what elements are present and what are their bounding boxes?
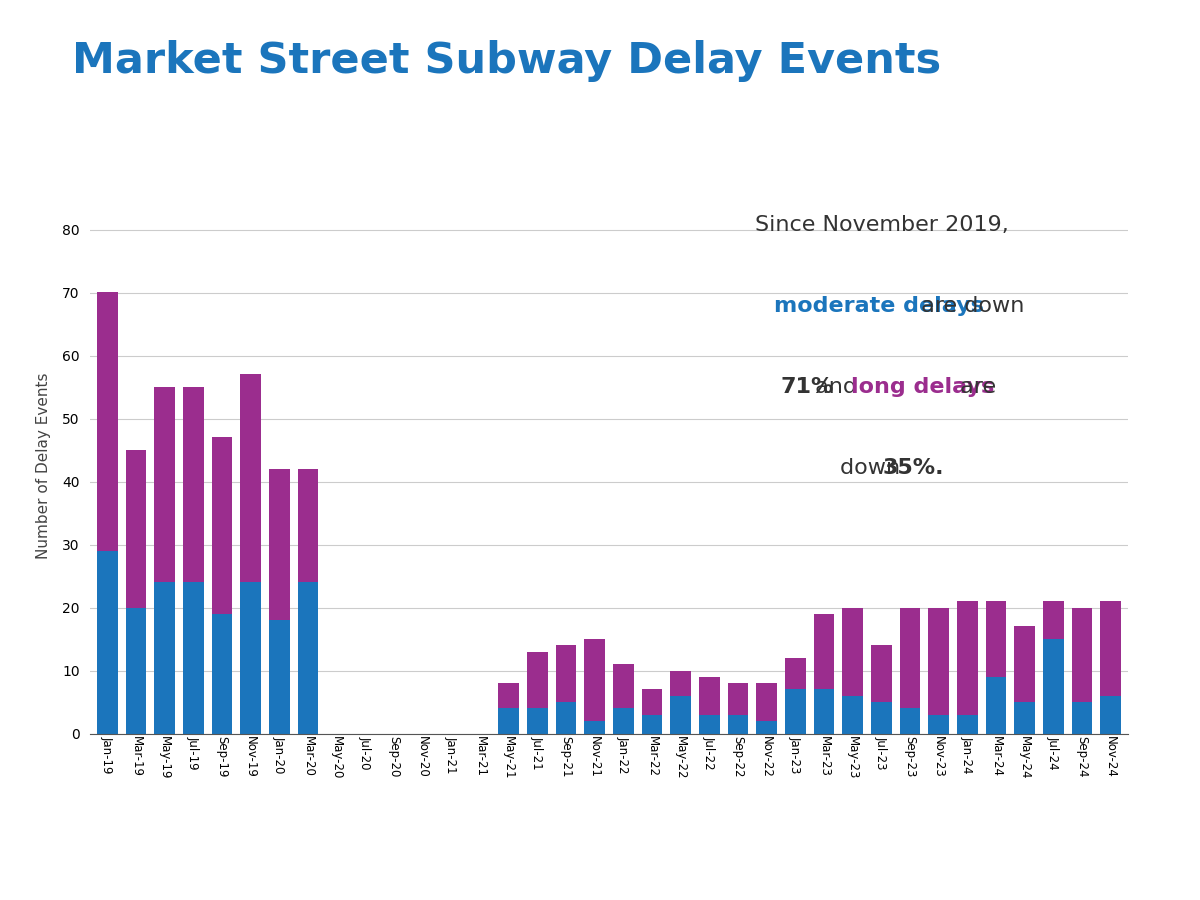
Bar (240, 582, 260, 734)
Bar (1014, 702, 1036, 733)
Bar (814, 689, 834, 733)
Bar (671, 696, 691, 734)
Bar (584, 639, 605, 721)
Bar (785, 689, 805, 733)
Text: Since November 2019,: Since November 2019, (755, 215, 1009, 235)
Bar (929, 608, 949, 715)
Bar (298, 582, 318, 734)
Bar (527, 652, 547, 708)
Bar (556, 645, 576, 702)
Bar (842, 608, 863, 696)
Bar (155, 387, 175, 582)
Bar (269, 620, 289, 733)
Bar (929, 715, 949, 733)
Text: 71%: 71% (780, 377, 833, 397)
Bar (642, 715, 662, 733)
Bar (727, 683, 749, 715)
Bar (613, 708, 634, 734)
Bar (700, 715, 720, 733)
Bar (1072, 608, 1092, 702)
Bar (671, 670, 691, 696)
Bar (985, 601, 1007, 677)
Text: 35%.: 35%. (882, 458, 944, 478)
Bar (958, 601, 978, 715)
Text: ⦾: ⦾ (18, 854, 37, 883)
Bar (556, 702, 576, 733)
Bar (756, 721, 778, 734)
Bar (1043, 639, 1063, 734)
Bar (958, 715, 978, 733)
Bar (1043, 601, 1063, 639)
Bar (1014, 626, 1036, 702)
Bar (126, 608, 146, 733)
Bar (155, 582, 175, 734)
Bar (900, 708, 920, 734)
Text: Muni Data Monthly Snapshot | November 2024: Muni Data Monthly Snapshot | November 20… (138, 860, 528, 878)
Bar (756, 683, 778, 721)
Bar (814, 614, 834, 689)
Bar (126, 450, 146, 608)
Text: moderate delays: moderate delays (774, 296, 984, 316)
Bar (842, 696, 863, 734)
Bar (211, 437, 233, 614)
Bar (269, 469, 289, 620)
Bar (785, 658, 805, 689)
Bar (527, 708, 547, 734)
Bar (584, 721, 605, 734)
Bar (240, 374, 260, 582)
Bar (985, 677, 1007, 733)
Bar (97, 551, 118, 733)
Text: and: and (808, 377, 864, 397)
Text: are down: are down (914, 296, 1025, 316)
Bar (613, 664, 634, 708)
Bar (498, 683, 518, 708)
Bar (1100, 601, 1121, 696)
Bar (182, 387, 204, 582)
Bar (1100, 696, 1121, 734)
Bar (211, 614, 233, 734)
Bar (727, 715, 749, 733)
Bar (298, 469, 318, 582)
Text: Market Street Subway Delay Events: Market Street Subway Delay Events (72, 40, 941, 83)
Text: SFMTA: SFMTA (48, 860, 116, 878)
Bar (97, 292, 118, 551)
Bar (182, 582, 204, 734)
Text: long delays: long delays (851, 377, 994, 397)
Text: are: are (953, 377, 996, 397)
Bar (642, 689, 662, 715)
Text: down: down (840, 458, 907, 478)
Bar (871, 645, 892, 702)
Bar (700, 677, 720, 715)
Y-axis label: Number of Delay Events: Number of Delay Events (36, 373, 50, 559)
Bar (1072, 702, 1092, 733)
Bar (871, 702, 892, 733)
Bar (498, 708, 518, 734)
Bar (900, 608, 920, 708)
